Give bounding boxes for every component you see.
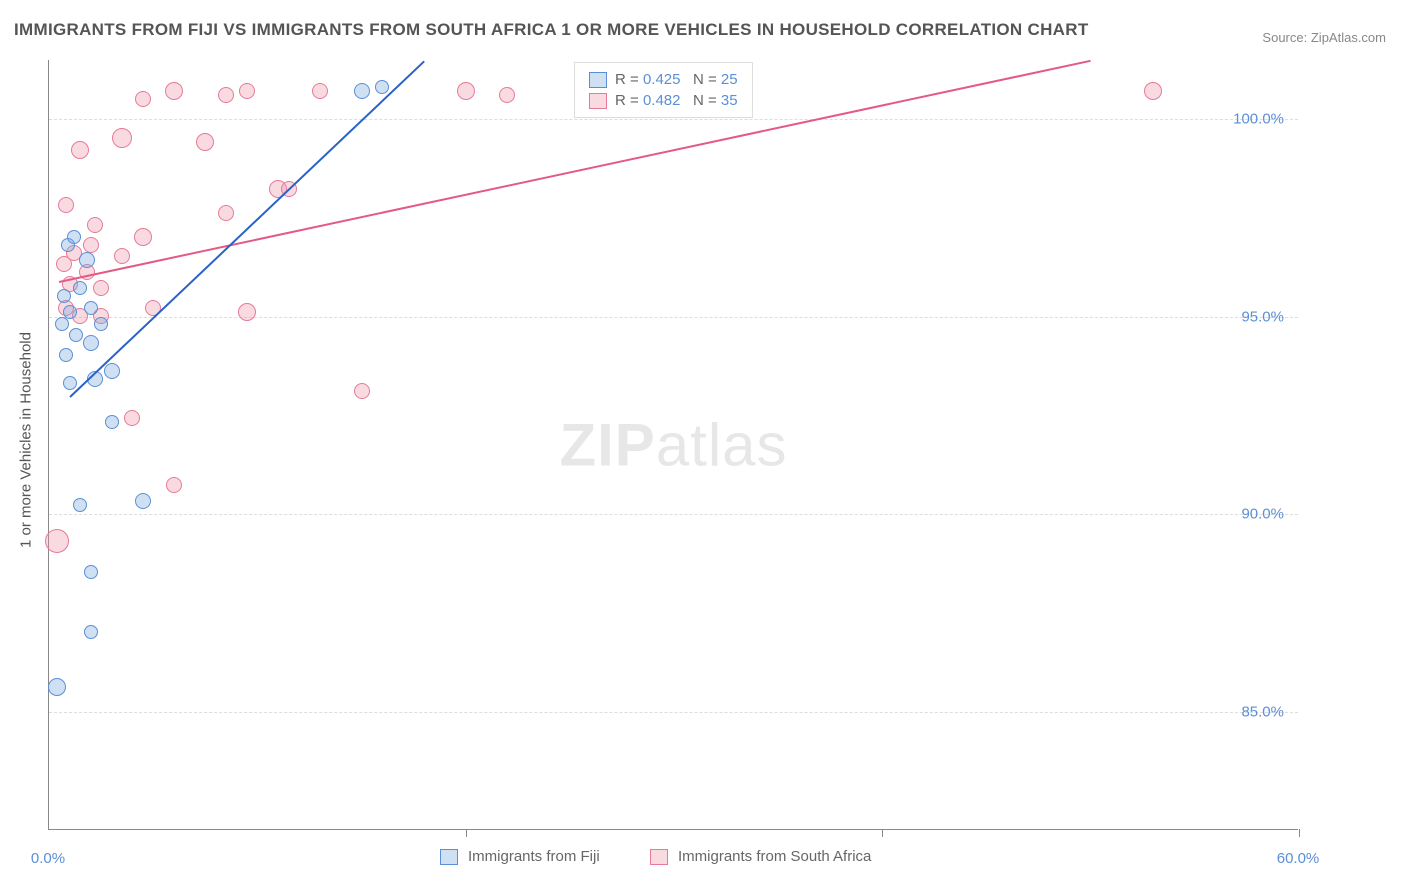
legend-label: Immigrants from Fiji	[468, 848, 600, 865]
scatter-point-south_africa	[354, 383, 370, 399]
scatter-point-south_africa	[87, 217, 103, 233]
scatter-point-fiji	[83, 335, 99, 351]
legend-swatch	[650, 849, 668, 865]
scatter-point-south_africa	[238, 303, 256, 321]
source-attribution: Source: ZipAtlas.com	[1262, 30, 1386, 45]
scatter-point-fiji	[59, 348, 73, 362]
legend-swatch	[440, 849, 458, 865]
scatter-point-south_africa	[196, 133, 214, 151]
correlation-legend: R = 0.425 N = 25 R = 0.482 N = 35	[574, 62, 753, 118]
legend-label: Immigrants from South Africa	[678, 848, 871, 865]
legend-r-text: R = 0.425 N = 25	[615, 71, 738, 88]
chart-plot-area: ZIPatlas 85.0% 90.0% 95.0% 100.0% R = 0.425 …	[48, 60, 1298, 830]
scatter-point-south_africa	[71, 141, 89, 159]
watermark-rest: atlas	[656, 411, 788, 478]
scatter-point-south_africa	[1144, 82, 1162, 100]
y-tick-label: 90.0%	[1241, 506, 1284, 523]
legend-r-text: R = 0.482 N = 35	[615, 92, 738, 109]
source-label: Source:	[1262, 30, 1307, 45]
x-tick	[1299, 829, 1300, 837]
y-tick-label: 95.0%	[1241, 308, 1284, 325]
scatter-point-south_africa	[124, 410, 140, 426]
gridline	[49, 317, 1298, 318]
gridline	[49, 119, 1298, 120]
scatter-point-fiji	[73, 281, 87, 295]
scatter-point-fiji	[57, 289, 71, 303]
scatter-point-south_africa	[218, 87, 234, 103]
x-tick	[466, 829, 467, 837]
scatter-point-south_africa	[83, 237, 99, 253]
scatter-point-south_africa	[134, 228, 152, 246]
y-axis-title: 1 or more Vehicles in Household	[18, 332, 35, 548]
y-tick-label: 100.0%	[1233, 111, 1284, 128]
scatter-point-south_africa	[166, 477, 182, 493]
scatter-point-south_africa	[114, 248, 130, 264]
source-link[interactable]: ZipAtlas.com	[1311, 30, 1386, 45]
scatter-point-south_africa	[58, 197, 74, 213]
scatter-point-south_africa	[135, 91, 151, 107]
scatter-point-fiji	[104, 363, 120, 379]
scatter-point-fiji	[55, 317, 69, 331]
scatter-point-fiji	[84, 301, 98, 315]
scatter-point-south_africa	[499, 87, 515, 103]
gridline	[49, 514, 1298, 515]
series-legend-south_africa: Immigrants from South Africa	[650, 848, 871, 865]
scatter-point-fiji	[48, 678, 66, 696]
scatter-point-fiji	[84, 625, 98, 639]
scatter-point-south_africa	[312, 83, 328, 99]
scatter-point-south_africa	[239, 83, 255, 99]
x-tick-label: 0.0%	[31, 850, 65, 867]
scatter-point-fiji	[84, 565, 98, 579]
scatter-point-fiji	[67, 230, 81, 244]
legend-swatch	[589, 93, 607, 109]
scatter-point-south_africa	[218, 205, 234, 221]
scatter-point-fiji	[105, 415, 119, 429]
legend-swatch	[589, 72, 607, 88]
scatter-point-fiji	[375, 80, 389, 94]
watermark: ZIPatlas	[559, 410, 787, 479]
scatter-point-south_africa	[457, 82, 475, 100]
watermark-bold: ZIP	[559, 411, 655, 478]
legend-row-south_africa: R = 0.482 N = 35	[589, 90, 738, 111]
scatter-point-fiji	[63, 305, 77, 319]
scatter-point-fiji	[73, 498, 87, 512]
gridline	[49, 712, 1298, 713]
scatter-point-fiji	[354, 83, 370, 99]
scatter-point-fiji	[79, 252, 95, 268]
series-legend-fiji: Immigrants from Fiji	[440, 848, 600, 865]
scatter-point-fiji	[94, 317, 108, 331]
y-tick-label: 85.0%	[1241, 703, 1284, 720]
scatter-point-south_africa	[93, 280, 109, 296]
legend-row-fiji: R = 0.425 N = 25	[589, 69, 738, 90]
scatter-point-south_africa	[165, 82, 183, 100]
scatter-point-south_africa	[45, 529, 69, 553]
trend-line-fiji	[69, 60, 425, 397]
scatter-point-fiji	[135, 493, 151, 509]
chart-title: IMMIGRANTS FROM FIJI VS IMMIGRANTS FROM …	[14, 20, 1089, 40]
x-tick-label: 60.0%	[1277, 850, 1320, 867]
scatter-point-south_africa	[112, 128, 132, 148]
scatter-point-fiji	[69, 328, 83, 342]
scatter-point-fiji	[63, 376, 77, 390]
x-tick	[882, 829, 883, 837]
